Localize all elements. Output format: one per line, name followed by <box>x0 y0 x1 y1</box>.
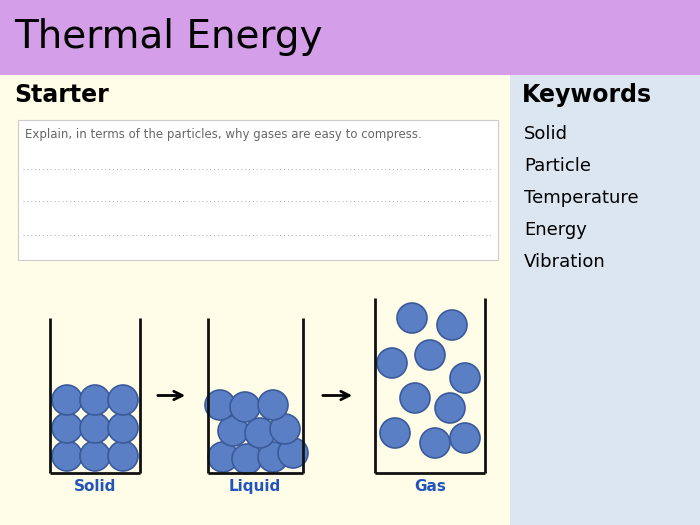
Circle shape <box>258 442 288 472</box>
Circle shape <box>80 385 110 415</box>
Text: Keywords: Keywords <box>522 83 652 107</box>
Circle shape <box>52 385 82 415</box>
Text: Solid: Solid <box>524 125 568 143</box>
Circle shape <box>232 444 262 474</box>
FancyBboxPatch shape <box>18 120 498 260</box>
Text: Energy: Energy <box>524 221 587 239</box>
Text: Liquid: Liquid <box>229 479 281 494</box>
Circle shape <box>380 418 410 448</box>
Text: Explain, in terms of the particles, why gases are easy to compress.: Explain, in terms of the particles, why … <box>25 128 421 141</box>
Circle shape <box>245 418 275 448</box>
Circle shape <box>205 390 235 420</box>
Text: Particle: Particle <box>524 157 591 175</box>
FancyBboxPatch shape <box>510 75 700 525</box>
Circle shape <box>278 438 308 468</box>
Circle shape <box>397 303 427 333</box>
Text: Starter: Starter <box>14 83 108 107</box>
Circle shape <box>108 413 138 443</box>
Circle shape <box>52 441 82 471</box>
FancyBboxPatch shape <box>0 0 700 75</box>
Circle shape <box>208 442 238 472</box>
Text: Solid: Solid <box>74 479 116 494</box>
Text: Gas: Gas <box>414 479 446 494</box>
Circle shape <box>258 390 288 420</box>
Circle shape <box>450 363 480 393</box>
Circle shape <box>420 428 450 458</box>
Circle shape <box>400 383 430 413</box>
Circle shape <box>435 393 465 423</box>
Circle shape <box>52 413 82 443</box>
Circle shape <box>80 441 110 471</box>
Circle shape <box>230 392 260 422</box>
Circle shape <box>270 414 300 444</box>
Circle shape <box>108 441 138 471</box>
Circle shape <box>415 340 445 370</box>
Text: Temperature: Temperature <box>524 189 638 207</box>
Circle shape <box>108 385 138 415</box>
Text: Vibration: Vibration <box>524 253 606 271</box>
Circle shape <box>377 348 407 378</box>
Circle shape <box>218 416 248 446</box>
FancyBboxPatch shape <box>0 75 510 525</box>
Text: Thermal Energy: Thermal Energy <box>14 18 323 57</box>
Circle shape <box>437 310 467 340</box>
Circle shape <box>450 423 480 453</box>
Circle shape <box>80 413 110 443</box>
